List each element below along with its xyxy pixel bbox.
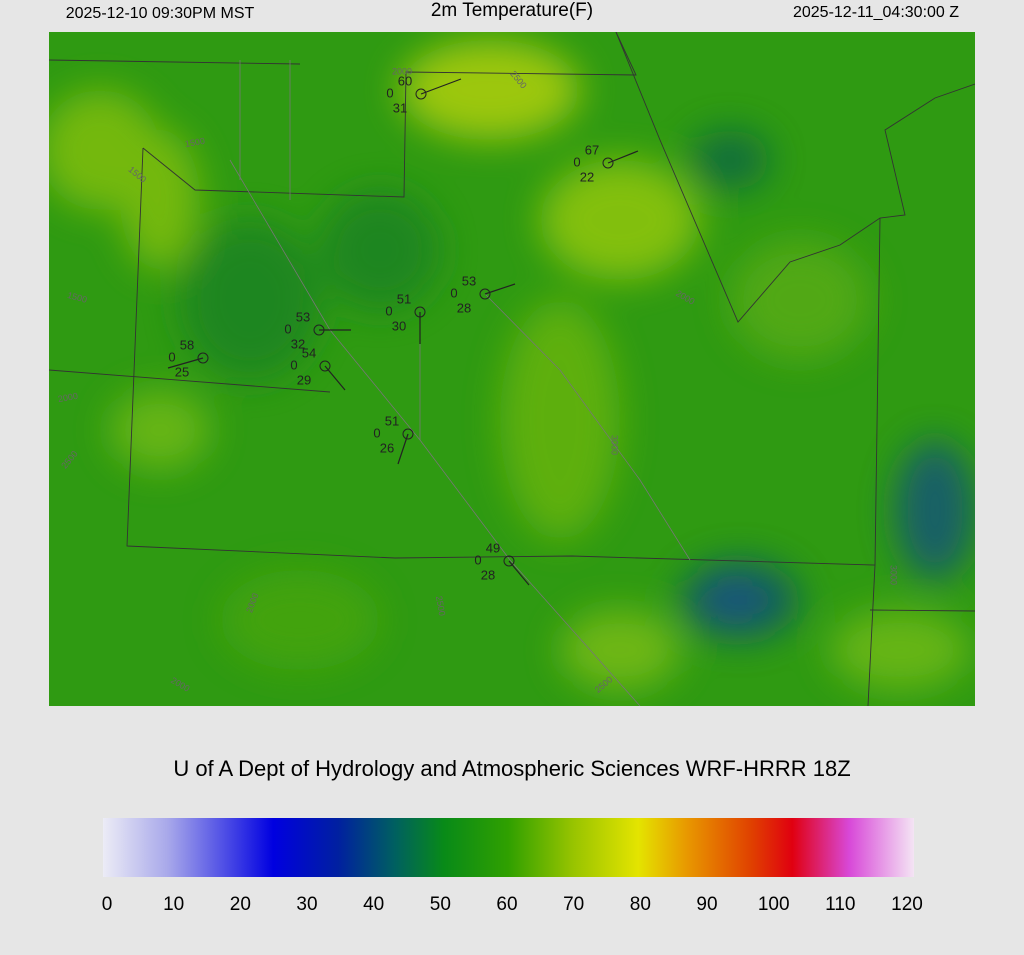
station-dewpoint: 25 <box>175 364 189 379</box>
colorbar-tick-label: 100 <box>758 894 790 915</box>
credit: U of A Dept of Hydrology and Atmospheric… <box>173 756 850 781</box>
colorbar-tick-label: 80 <box>630 894 651 915</box>
colorbar-tick-label: 10 <box>163 894 184 915</box>
station-wind: 0 <box>385 303 392 318</box>
station-dewpoint: 28 <box>481 567 495 582</box>
station-temp: 58 <box>180 337 194 352</box>
station-temp: 53 <box>462 273 476 288</box>
station-marker <box>503 555 515 567</box>
station-wind: 0 <box>168 349 175 364</box>
station-marker <box>197 352 209 364</box>
station-dewpoint: 29 <box>297 372 311 387</box>
contour-label: 2000 <box>392 66 412 76</box>
contour-label: 2000 <box>57 391 78 404</box>
map-title: 2m Temperature(F) <box>431 0 593 21</box>
contour-label: 1500 <box>184 136 205 149</box>
station-marker <box>602 157 614 169</box>
station-dewpoint: 28 <box>457 300 471 315</box>
station-temp: 51 <box>385 413 399 428</box>
colorbar <box>103 818 914 877</box>
wind-barb <box>484 283 516 295</box>
station-temp: 54 <box>302 345 316 360</box>
station-temp: 51 <box>397 291 411 306</box>
colorbar-tick-label: 110 <box>825 894 855 915</box>
colorbar-tick-label: 0 <box>102 894 113 915</box>
wind-barb <box>420 78 462 95</box>
station-wind: 0 <box>450 285 457 300</box>
colorbar-tick-label: 20 <box>230 894 251 915</box>
station-marker <box>402 428 414 440</box>
station-marker <box>415 88 427 100</box>
colorbar-tick-label: 50 <box>430 894 451 915</box>
wind-barb <box>167 357 204 369</box>
colorbar-tick-label: 30 <box>296 894 317 915</box>
colorbar-tick-label: 120 <box>891 894 923 915</box>
contour-label: 2500 <box>434 595 447 616</box>
station-dewpoint: 30 <box>392 318 406 333</box>
colorbar-tick-label: 60 <box>496 894 517 915</box>
valid-local: 2025-12-10 09:30PM MST <box>66 5 255 22</box>
station-temp: 60 <box>398 73 412 88</box>
wind-barb <box>324 365 346 391</box>
contour-label: 3000 <box>889 565 899 585</box>
colorbar-tick-label: 40 <box>363 894 384 915</box>
station-temp: 67 <box>585 142 599 157</box>
station-wind: 0 <box>474 552 481 567</box>
station-temp: 53 <box>296 309 310 324</box>
map <box>49 32 975 706</box>
station-dewpoint: 31 <box>393 100 407 115</box>
colorbar-tick-label: 90 <box>696 894 717 915</box>
station-wind: 0 <box>573 154 580 169</box>
contour-label: 3000 <box>610 435 620 455</box>
valid-utc: 2025-12-11_04:30:00 Z <box>793 4 959 21</box>
station-wind: 0 <box>373 425 380 440</box>
station-wind: 0 <box>386 85 393 100</box>
station-marker <box>479 288 491 300</box>
station-wind: 0 <box>284 321 291 336</box>
wind-barb <box>508 560 530 586</box>
station-dewpoint: 22 <box>580 169 594 184</box>
station-dewpoint: 26 <box>380 440 394 455</box>
wind-barb <box>607 150 639 164</box>
wind-barb <box>397 433 409 465</box>
station-marker <box>319 360 331 372</box>
station-dewpoint: 32 <box>291 336 305 351</box>
colorbar-tick-label: 70 <box>563 894 584 915</box>
station-wind: 0 <box>290 357 297 372</box>
station-temp: 49 <box>486 540 500 555</box>
